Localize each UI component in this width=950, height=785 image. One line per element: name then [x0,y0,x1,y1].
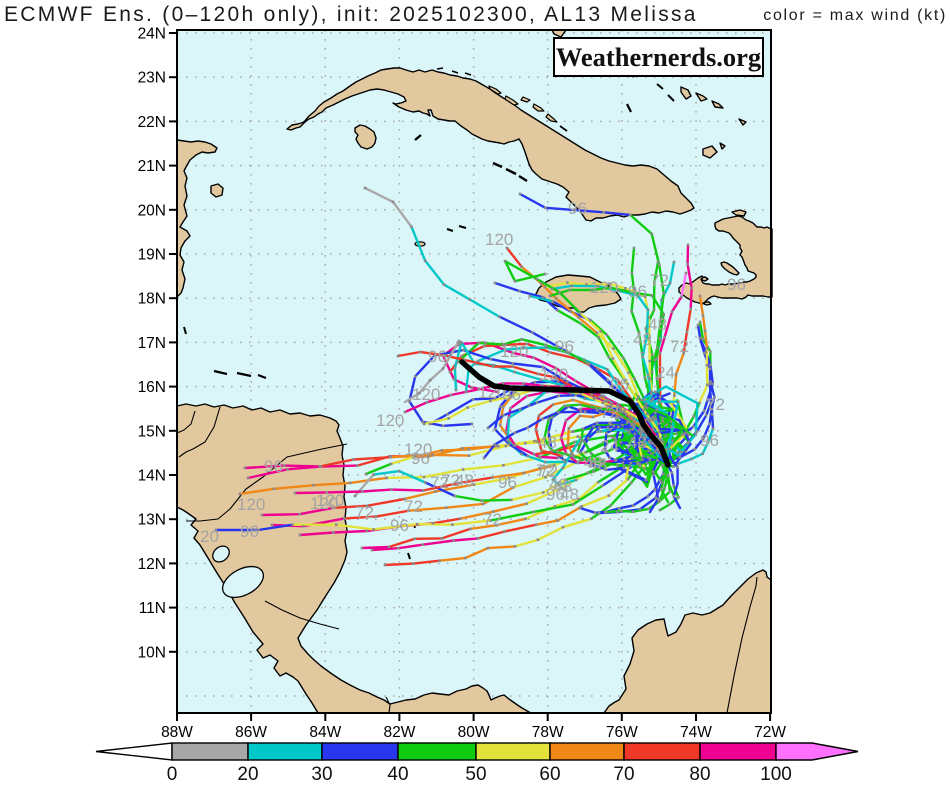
svg-text:72: 72 [483,510,502,529]
svg-text:96: 96 [555,337,574,356]
svg-text:0: 0 [167,764,178,785]
svg-text:120: 120 [590,278,618,297]
svg-text:21N: 21N [138,158,166,175]
svg-text:120: 120 [485,230,513,249]
svg-text:72: 72 [706,395,725,414]
svg-text:48: 48 [633,330,652,349]
svg-text:60: 60 [539,764,560,785]
svg-text:96: 96 [428,347,447,366]
svg-text:72: 72 [404,497,423,516]
svg-text:24N: 24N [138,26,166,43]
svg-text:50: 50 [465,764,486,785]
svg-text:48: 48 [538,433,557,452]
svg-text:72: 72 [539,462,558,481]
svg-text:20N: 20N [138,202,166,219]
svg-text:12N: 12N [138,556,166,573]
svg-text:96: 96 [390,516,409,535]
svg-text:78W: 78W [532,724,564,741]
svg-text:88W: 88W [161,724,193,741]
svg-text:14N: 14N [138,468,166,485]
svg-text:48: 48 [628,433,647,452]
svg-text:48: 48 [455,471,474,490]
svg-text:72: 72 [355,503,374,522]
svg-text:84W: 84W [309,724,341,741]
svg-text:120: 120 [404,440,432,459]
svg-text:72: 72 [441,471,460,490]
svg-text:120: 120 [540,365,568,384]
svg-text:13N: 13N [138,512,166,529]
svg-text:120: 120 [376,411,404,430]
svg-text:76W: 76W [606,724,638,741]
svg-text:120: 120 [316,491,344,510]
svg-text:ECMWF Ens. (0–120h only), init: ECMWF Ens. (0–120h only), init: 20251023… [4,3,698,26]
svg-text:96: 96 [628,282,647,301]
svg-text:96: 96 [498,473,517,492]
svg-text:96: 96 [568,199,587,218]
svg-text:20: 20 [237,764,258,785]
svg-text:48: 48 [648,315,667,334]
svg-text:11N: 11N [139,600,166,617]
svg-text:96: 96 [240,522,259,541]
svg-text:120: 120 [500,342,528,361]
svg-text:72: 72 [670,337,689,356]
svg-text:96: 96 [264,457,283,476]
svg-text:18N: 18N [138,291,166,308]
svg-text:48: 48 [560,485,579,504]
svg-text:72W: 72W [754,724,786,741]
svg-text:16N: 16N [138,379,166,396]
svg-text:72: 72 [430,473,449,492]
svg-text:72: 72 [536,461,555,480]
svg-text:48: 48 [549,475,568,494]
svg-text:Weathernerds.org: Weathernerds.org [556,42,761,72]
svg-text:48: 48 [588,455,607,474]
svg-text:80W: 80W [458,724,490,741]
svg-text:96: 96 [411,449,430,468]
svg-text:120: 120 [412,385,440,404]
svg-text:17N: 17N [138,335,166,352]
svg-text:96: 96 [610,375,629,394]
svg-text:96: 96 [727,275,746,294]
svg-text:20: 20 [200,527,219,546]
svg-text:80: 80 [689,764,710,785]
svg-text:120: 120 [237,495,265,514]
svg-text:72: 72 [600,403,619,422]
svg-text:24: 24 [600,437,619,456]
svg-text:30: 30 [311,764,332,785]
svg-text:86W: 86W [235,724,267,741]
svg-text:120: 120 [310,494,338,513]
svg-text:96: 96 [700,431,719,450]
svg-text:70: 70 [613,764,634,785]
svg-text:color = max wind (kt): color = max wind (kt) [763,7,947,24]
svg-text:22N: 22N [138,114,166,131]
svg-text:74W: 74W [680,724,712,741]
svg-text:82W: 82W [383,724,415,741]
svg-text:72: 72 [650,271,669,290]
svg-text:15N: 15N [138,423,166,440]
svg-text:48: 48 [584,453,603,472]
svg-text:23N: 23N [138,70,166,87]
svg-text:40: 40 [387,764,408,785]
svg-text:96: 96 [546,485,565,504]
svg-text:19N: 19N [138,247,166,264]
svg-text:24: 24 [656,363,675,382]
svg-text:10N: 10N [138,644,166,661]
svg-text:48: 48 [553,477,572,496]
svg-text:100: 100 [760,764,792,785]
